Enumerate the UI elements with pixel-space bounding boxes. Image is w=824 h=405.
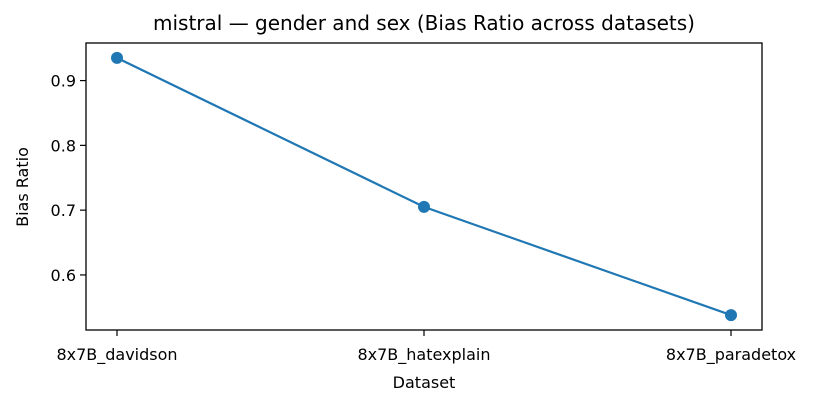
x-tick-label: 8x7B_paradetox [666,345,796,365]
y-tick-label: 0.8 [51,136,76,155]
x-axis-label: Dataset [393,373,456,392]
data-point [111,51,123,64]
data-point [418,200,430,213]
y-axis-label: Bias Ratio [13,147,32,227]
y-tick-label: 0.6 [51,266,76,285]
data-point [725,309,737,322]
y-tick-label: 0.9 [51,72,76,91]
plot-frame [85,42,763,331]
x-tick-label: 8x7B_davidson [56,345,177,365]
y-tick-label: 0.7 [51,201,76,220]
series-line [116,56,732,317]
x-tick-label: 8x7B_hatexplain [357,345,490,365]
chart-title: mistral — gender and sex (Bias Ratio acr… [153,11,695,35]
plot-area [111,51,737,322]
